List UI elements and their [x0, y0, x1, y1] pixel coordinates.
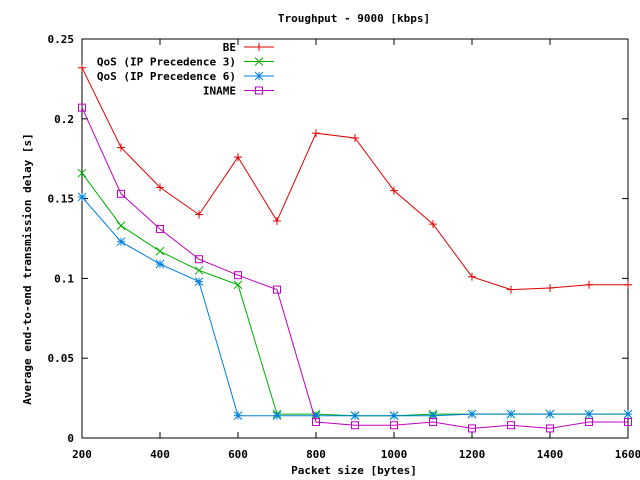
data-point: [195, 210, 203, 219]
series-line: [81, 107, 628, 429]
data-point: [77, 192, 87, 202]
data-point: [584, 409, 594, 419]
data-point: [468, 424, 476, 433]
data-point: [624, 418, 632, 427]
legend: BE QoS (IP Precedence 3)QoS (IP Precedenc…: [97, 41, 274, 98]
data-point: [429, 220, 437, 229]
data-point: [506, 409, 516, 419]
legend-entry: INAME: [203, 85, 274, 98]
series-0: [78, 63, 632, 294]
x-tick-label: 1400: [537, 448, 564, 461]
data-point: [546, 424, 554, 433]
y-tick-label: 0: [67, 432, 74, 445]
data-point: [254, 71, 264, 81]
data-point: [194, 277, 204, 286]
data-point: [390, 421, 398, 430]
data-point: [117, 143, 125, 152]
series-3: [78, 103, 632, 433]
data-point: [273, 285, 281, 294]
axes: 200 400 600 800 1000 1200 1400 1600 0 0.05 0.1 0.15…: [48, 33, 640, 461]
data-point: [507, 285, 515, 294]
x-tick-label: 1000: [381, 448, 408, 461]
data-point: [194, 266, 204, 275]
data-point: [195, 255, 203, 264]
data-point: [234, 271, 242, 280]
legend-label: BE: [223, 41, 236, 54]
data-point: [254, 57, 264, 66]
legend-entry: BE: [223, 41, 274, 54]
data-point: [116, 221, 126, 231]
legend-label: QoS (IP Precedence 6): [97, 70, 236, 83]
y-tick-label: 0.2: [54, 113, 74, 126]
data-point: [78, 63, 86, 72]
y-tick-label: 0.05: [48, 352, 75, 365]
data-point: [116, 237, 126, 247]
data-point: [78, 103, 86, 112]
data-point: [545, 409, 555, 419]
x-tick-label: 800: [306, 448, 326, 461]
legend-label: INAME: [203, 85, 236, 98]
data-point: [585, 418, 593, 427]
x-axis-label: Packet size [bytes]: [291, 464, 417, 477]
data-point: [429, 418, 437, 427]
data-point: [273, 216, 281, 225]
data-point: [272, 411, 282, 421]
data-point: [156, 183, 164, 192]
data-point: [624, 280, 632, 289]
data-point: [507, 421, 515, 430]
data-point: [546, 283, 554, 292]
x-tick-label: 1200: [459, 448, 486, 461]
y-tick-label: 0.25: [48, 33, 75, 46]
data-point: [233, 411, 243, 421]
y-axis-label: Average end-to-end transmission delay [s…: [21, 133, 34, 405]
data-point: [312, 129, 320, 138]
y-tick-label: 0.1: [54, 272, 74, 285]
y-tick-label: 0.15: [48, 193, 75, 206]
data-point: [255, 43, 263, 51]
plot-frame: [81, 38, 629, 439]
data-point: [312, 418, 320, 427]
data-point: [234, 153, 242, 162]
legend-entry: QoS (IP Precedence 3): [97, 56, 274, 69]
series-layer: [77, 63, 633, 433]
data-point: [351, 421, 359, 430]
data-point: [233, 280, 243, 290]
data-point: [468, 272, 476, 281]
data-point: [623, 409, 633, 419]
legend-label: QoS (IP Precedence 3): [97, 56, 236, 69]
data-point: [156, 224, 164, 233]
data-point: [155, 259, 165, 269]
data-point: [155, 246, 165, 256]
x-tick-label: 1600: [615, 448, 640, 461]
data-point: [77, 168, 87, 178]
data-point: [350, 411, 360, 421]
x-tick-label: 600: [228, 448, 248, 461]
data-point: [585, 280, 593, 289]
chart-title: Troughput - 9000 [kbps]: [278, 12, 430, 25]
x-tick-label: 400: [150, 448, 170, 461]
data-point: [467, 409, 477, 419]
x-tick-label: 200: [72, 448, 92, 461]
data-point: [351, 133, 359, 142]
data-point: [255, 86, 263, 95]
legend-entry: QoS (IP Precedence 6): [97, 70, 274, 83]
data-point: [389, 411, 399, 421]
data-point: [390, 186, 398, 195]
data-point: [117, 189, 125, 198]
